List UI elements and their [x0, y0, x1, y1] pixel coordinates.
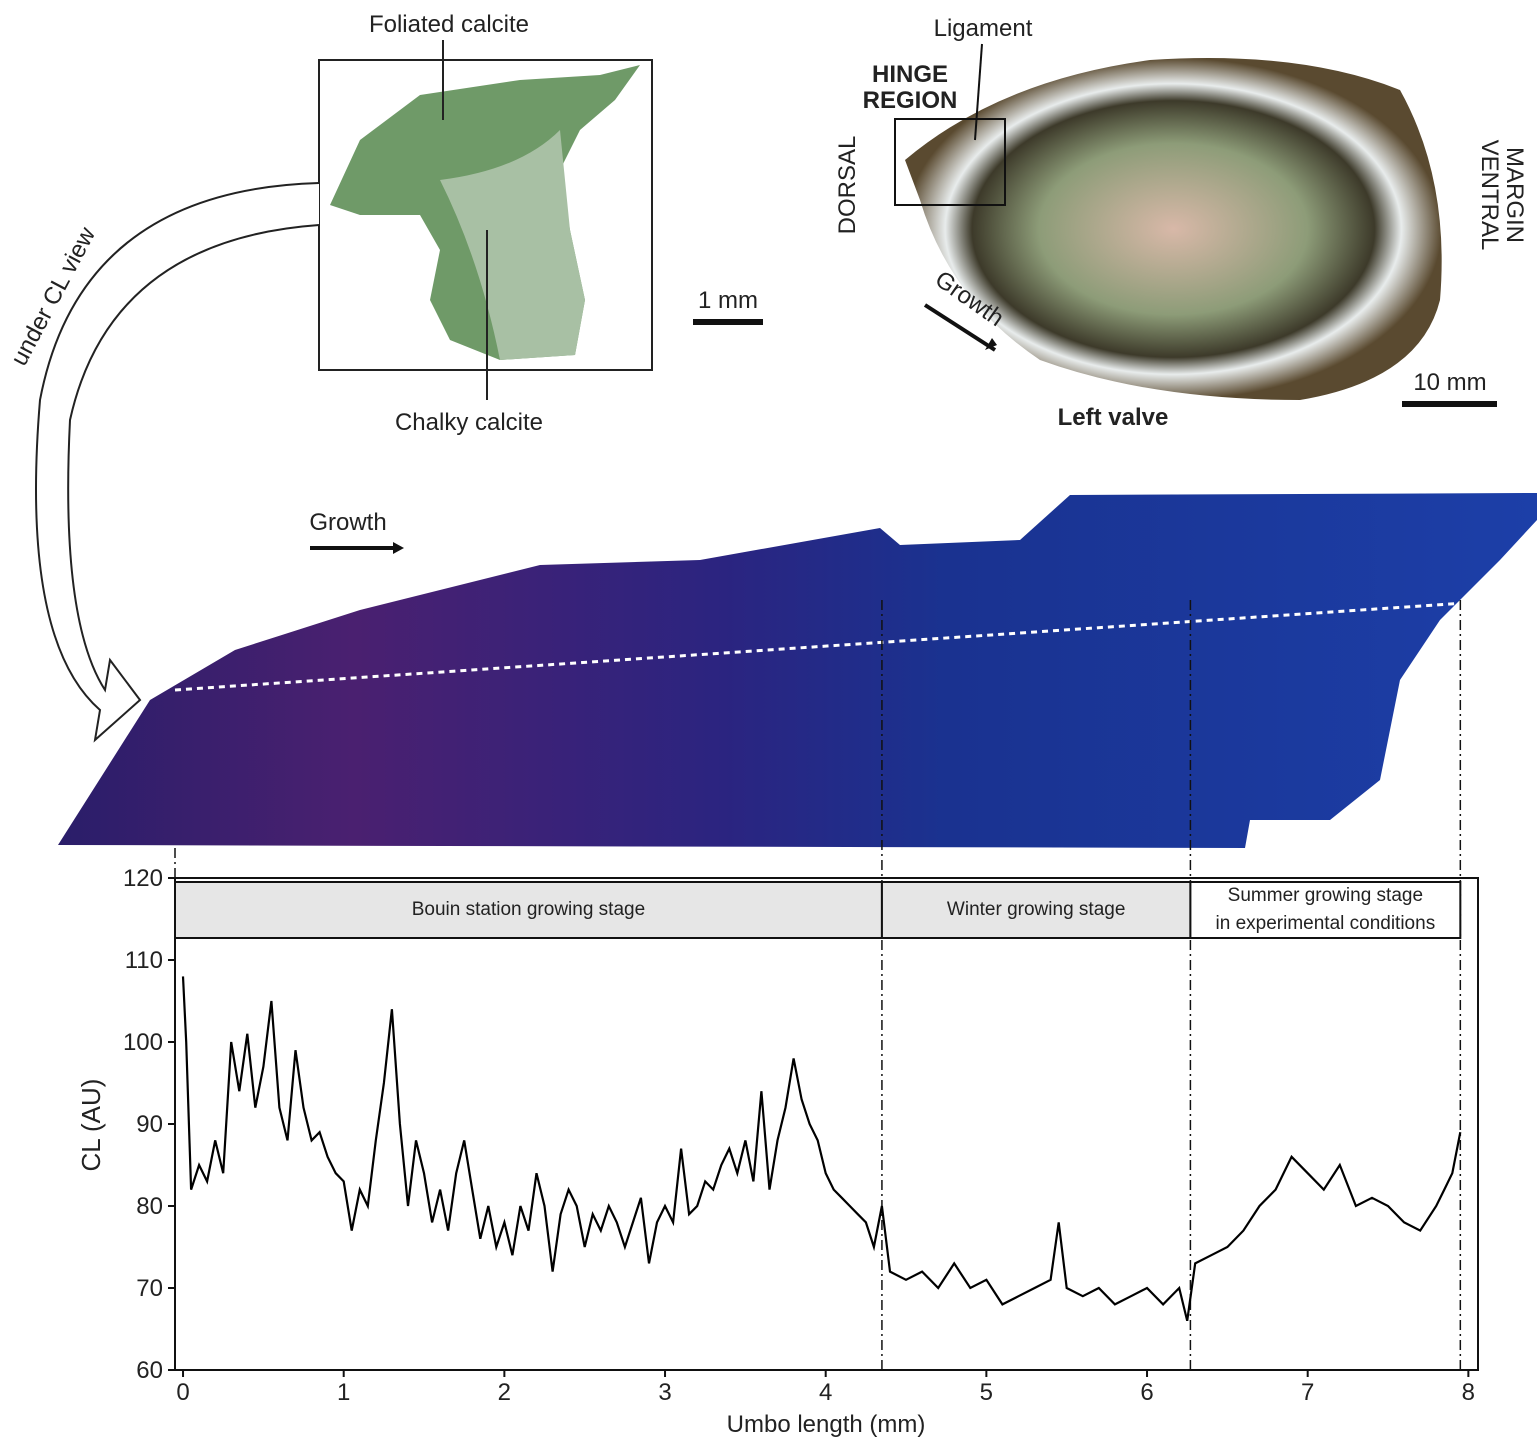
stage-label: Summer growing stage	[1228, 885, 1423, 906]
label: DORSAL	[834, 136, 861, 235]
x-tick-label: 3	[658, 1379, 671, 1406]
x-tick-label: 1	[337, 1379, 350, 1406]
arrow-head	[393, 542, 404, 554]
oyster-photo	[905, 58, 1442, 400]
y-tick-label: 120	[123, 865, 163, 892]
label: Ligament	[934, 15, 1033, 42]
label: VENTRAL	[1476, 140, 1503, 251]
cl-image	[58, 493, 1537, 848]
y-tick-label: 70	[136, 1275, 163, 1302]
x-tick-label: 8	[1462, 1379, 1475, 1406]
label: MARGIN	[1501, 147, 1528, 243]
label: 10 mm	[1413, 369, 1486, 396]
x-tick-label: 6	[1140, 1379, 1153, 1406]
label: Growth	[309, 509, 386, 536]
stage-label: in experimental conditions	[1216, 913, 1436, 934]
y-tick-label: 60	[136, 1357, 163, 1384]
y-axis-label: CL (AU)	[76, 1079, 106, 1172]
x-tick-label: 7	[1301, 1379, 1314, 1406]
x-tick-label: 5	[980, 1379, 993, 1406]
y-tick-label: 80	[136, 1193, 163, 1220]
y-tick-label: 90	[136, 1111, 163, 1138]
y-tick-label: 100	[123, 1029, 163, 1056]
label: 1 mm	[698, 287, 758, 314]
plot-frame	[175, 878, 1478, 1370]
label: REGION	[863, 87, 958, 114]
figure: Foliated calcite Chalky calcite 1 mm und…	[0, 0, 1537, 1444]
y-tick-label: 110	[125, 947, 163, 974]
label: Chalky calcite	[395, 409, 543, 436]
stage-label: Bouin station growing stage	[412, 899, 645, 920]
label: Foliated calcite	[369, 11, 529, 38]
x-axis-label: Umbo length (mm)	[727, 1411, 926, 1438]
x-tick-label: 4	[819, 1379, 832, 1406]
cl-line	[183, 976, 1460, 1320]
x-tick-label: 2	[498, 1379, 511, 1406]
page: Foliated calcite Chalky calcite 1 mm und…	[0, 0, 1537, 1449]
label: HINGE	[872, 61, 948, 88]
label: Left valve	[1058, 404, 1169, 431]
stage-label: Winter growing stage	[947, 899, 1125, 920]
x-tick-label: 0	[176, 1379, 189, 1406]
